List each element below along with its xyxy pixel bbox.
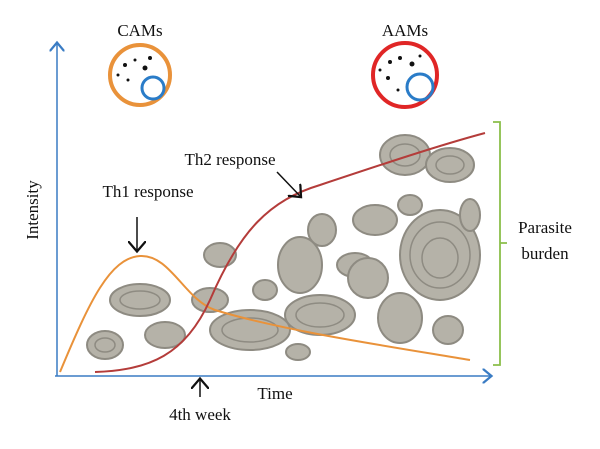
cams-label: CAMs	[117, 21, 162, 40]
week-label: 4th week	[169, 405, 231, 424]
aam-cell	[371, 41, 439, 109]
x-axis-label: Time	[257, 384, 292, 403]
aams-label: AAMs	[382, 21, 428, 40]
th2-curve	[94, 132, 486, 373]
parasites	[86, 134, 481, 361]
cam-cell	[108, 43, 172, 107]
th2-label: Th2 response	[184, 150, 275, 169]
th1-curve	[59, 254, 471, 373]
bracket	[493, 121, 507, 366]
y-axis-label: Intensity	[23, 180, 42, 240]
th1-label: Th1 response	[102, 182, 193, 201]
bracket-label-line1: Parasite	[518, 218, 572, 237]
bracket-label-line2: burden	[521, 244, 569, 263]
th2-arrow	[276, 171, 300, 196]
